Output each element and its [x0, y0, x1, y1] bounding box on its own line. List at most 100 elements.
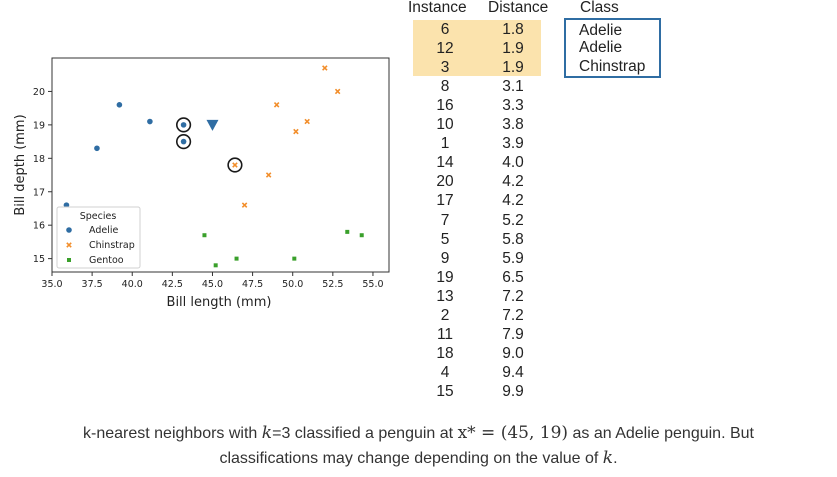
table-row-instance: 13	[436, 287, 454, 305]
table-row-distance: 9.4	[502, 363, 524, 381]
k-symbol: k	[261, 423, 273, 443]
table-row-distance: 5.9	[502, 249, 524, 267]
table-row-instance: 14	[436, 154, 454, 172]
table-row-distance: 3.8	[502, 116, 524, 134]
table-row-instance: 17	[436, 192, 454, 210]
scatter-plot: 35.0 37.5 40.0 42.5 45.0 47.5 50.0 52.5 55.0 15 16…	[13, 57, 390, 310]
table-row-distance: 6.5	[502, 268, 524, 286]
plot-frame	[51, 57, 390, 273]
table-row-distance: 7.9	[502, 325, 524, 343]
x-tick-label: 55.0	[362, 279, 383, 290]
table-row-distance: 9.9	[502, 382, 524, 400]
class-header: Class	[580, 0, 619, 16]
x-tick-label: 52.5	[322, 279, 343, 290]
x-tick-label: 35.0	[41, 279, 62, 290]
table-row-distance: 3.9	[502, 135, 524, 153]
data-point-adelie	[147, 118, 153, 125]
table-row-instance: 19	[436, 268, 454, 286]
class-item: Chinstrap	[579, 58, 646, 75]
table-row-instance: 6	[440, 21, 450, 38]
x-axis-label: Bill length (mm)	[167, 295, 272, 310]
table-row-instance: 10	[436, 116, 454, 134]
x-tick-label: 37.5	[82, 279, 103, 290]
data-point-adelie	[180, 138, 187, 145]
y-tick-label: 16	[33, 221, 45, 232]
table-row-instance: 5	[440, 230, 450, 248]
table-row-instance: 15	[436, 382, 454, 400]
legend-label: Gentoo	[89, 255, 124, 266]
table-row-distance: 1.9	[502, 59, 524, 77]
table-row-instance: 4	[440, 363, 450, 381]
x-tick-label: 50.0	[282, 279, 303, 290]
distance-header: Distance	[488, 0, 549, 16]
y-tick-label: 17	[33, 187, 45, 198]
query-point-expression: x* = (45, 19)	[457, 423, 569, 443]
data-point-adelie	[180, 122, 187, 128]
x-tick-label: 40.0	[122, 279, 143, 290]
table-row-distance: 4.2	[502, 192, 524, 210]
data-point-adelie	[116, 102, 123, 108]
legend-marker-adelie	[66, 227, 72, 233]
table-row-distance: 3.1	[502, 78, 524, 96]
instance-header: Instance	[408, 0, 467, 16]
legend-label: Adelie	[89, 225, 118, 236]
table-row-distance: 4.0	[502, 154, 524, 172]
table-row-instance: 7	[440, 211, 450, 229]
class-item: Adelie	[579, 22, 623, 39]
data-point-chinstrap	[293, 128, 299, 135]
legend-marker-chinstrap	[66, 242, 72, 248]
class-item: Adelie	[579, 39, 623, 56]
data-point-chinstrap	[322, 65, 328, 71]
x-tick-label: 47.5	[242, 279, 263, 290]
class-box	[564, 18, 661, 78]
legend-marker-gentoo	[67, 258, 71, 262]
k-symbol: k	[602, 448, 614, 468]
table-row-distance: 1.8	[502, 21, 524, 38]
table-row-instance: 2	[440, 306, 450, 324]
y-axis-label: Bill depth (mm)	[13, 114, 28, 215]
table-row-distance: 5.8	[502, 230, 524, 248]
y-tick-label: 15	[33, 254, 45, 265]
y-tick-label: 18	[33, 154, 45, 165]
table-row-instance: 20	[436, 173, 454, 191]
table-row-instance: 16	[436, 97, 454, 115]
x-tick-label: 45.0	[202, 279, 223, 290]
data-point-chinstrap	[232, 162, 238, 168]
data-point-gentoo	[292, 256, 297, 261]
table-row-distance: 3.3	[502, 97, 524, 115]
table-row-distance: 9.0	[502, 344, 524, 362]
data-point-gentoo	[202, 233, 207, 238]
data-point-adelie	[94, 145, 100, 152]
neighbor-ring	[175, 117, 192, 133]
legend-label: Chinstrap	[89, 240, 135, 251]
table-row-distance: 7.2	[502, 306, 524, 324]
table-row-instance: 11	[436, 325, 454, 343]
table-row-instance: 3	[440, 59, 450, 77]
caption: k-nearest neighbors with k=3 classified …	[83, 423, 754, 468]
table-row-distance: 7.2	[502, 287, 524, 305]
data-point-gentoo	[213, 263, 218, 268]
data-point-chinstrap	[334, 88, 341, 95]
query-point-marker	[206, 119, 219, 131]
y-tick-label: 19	[33, 120, 45, 131]
neighbor-ring	[175, 133, 192, 150]
table-row-instance: 1	[440, 135, 450, 153]
legend-title: Species	[80, 211, 117, 222]
table-row-distance: 1.9	[502, 40, 524, 58]
table-row-instance: 9	[440, 249, 450, 267]
table-row-instance: 12	[436, 40, 454, 58]
data-point-chinstrap	[273, 102, 280, 108]
x-tick-label: 42.5	[162, 279, 183, 290]
data-point-gentoo	[345, 229, 350, 234]
data-point-chinstrap	[241, 202, 248, 208]
legend-box	[56, 206, 141, 269]
nearest-neighbors-highlight	[413, 20, 541, 76]
data-point-chinstrap	[304, 118, 310, 125]
data-point-gentoo	[234, 256, 239, 261]
neighbor-ring	[227, 157, 243, 173]
table-row-distance: 4.2	[502, 173, 524, 191]
data-point-chinstrap	[265, 172, 272, 178]
data-point-gentoo	[359, 233, 364, 238]
y-tick-label: 20	[33, 87, 45, 98]
table-row-distance: 5.2	[502, 211, 524, 229]
